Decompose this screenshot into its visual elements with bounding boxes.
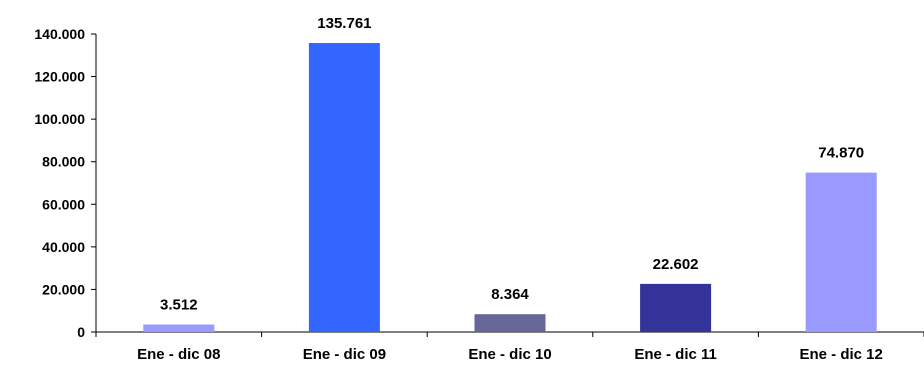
x-category-label: Ene - dic 11 <box>634 346 717 363</box>
y-tick-label: 60.000 <box>42 196 85 212</box>
bar <box>474 314 546 332</box>
bar-value-label: 8.364 <box>491 286 529 303</box>
y-tick-label: 140.000 <box>34 26 85 42</box>
bar <box>143 324 215 332</box>
bar <box>308 43 380 333</box>
bar-value-label: 3.512 <box>160 297 198 314</box>
y-tick-label: 20.000 <box>42 281 85 297</box>
bar <box>640 283 712 332</box>
x-category-label: Ene - dic 08 <box>137 346 220 363</box>
bar-value-label: 74.870 <box>818 145 864 162</box>
y-tick-label: 40.000 <box>42 239 85 255</box>
bar <box>805 172 877 332</box>
bar-value-label: 22.602 <box>653 256 699 273</box>
bars <box>143 43 877 333</box>
bar-value-label: 135.761 <box>317 15 371 32</box>
x-category-label: Ene - dic 12 <box>800 346 883 363</box>
x-category-label: Ene - dic 10 <box>468 346 551 363</box>
y-tick-label: 80.000 <box>42 154 85 170</box>
y-tick-label: 0 <box>77 324 85 340</box>
y-axis: 0 20.000 40.000 60.000 80.000 100.000 120.000 1… <box>34 26 97 340</box>
y-tick-label: 100.000 <box>34 111 85 127</box>
data-labels: 3.512 135.761 8.364 22.602 74.870 <box>160 15 864 314</box>
x-axis: Ene - dic 08 Ene - dic 09 Ene - dic 10 Ene … <box>95 331 924 363</box>
x-category-label: Ene - dic 09 <box>303 346 386 363</box>
y-tick-label: 120.000 <box>34 69 85 85</box>
